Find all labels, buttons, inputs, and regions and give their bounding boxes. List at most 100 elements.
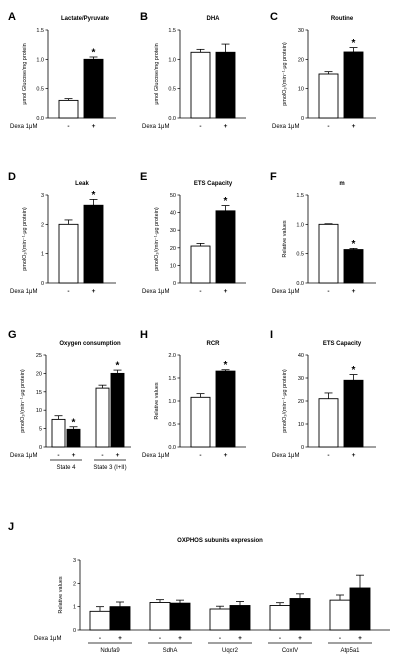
bar (51, 418, 66, 448)
chart-title: DHA (207, 16, 221, 22)
significance-star: * (92, 190, 96, 201)
y-tick-label: 0 (301, 445, 304, 451)
panel-letter: J (8, 521, 14, 533)
x-tick-label: + (116, 452, 120, 459)
chart-title: m (339, 181, 344, 187)
bar (229, 605, 251, 631)
y-tick-label: 30 (170, 228, 176, 234)
bar (66, 428, 81, 448)
x-tick-label: + (92, 288, 96, 295)
dexa-label: Dexa 1μM (10, 124, 37, 130)
group-label: SdhA (163, 648, 178, 654)
y-tick-label: 1 (73, 605, 76, 611)
panel-letter: F (270, 171, 277, 183)
x-tick-label: + (178, 635, 182, 642)
chart-panel-a: A Lactate/Pyruvate 0.0 0.5 1.0 1.5 μmol Glucos… (8, 11, 116, 130)
y-tick-label: 0.0 (168, 116, 176, 122)
y-axis-label: μmol Glucose/mg protein (154, 43, 160, 104)
bar (318, 73, 339, 119)
y-axis-label: Relative values (58, 576, 64, 614)
y-tick-label: 1.5 (36, 28, 44, 34)
y-tick-label: 3 (73, 558, 76, 564)
x-tick-label: - (67, 288, 69, 295)
significance-star: * (352, 239, 356, 250)
y-tick-label: 20 (298, 57, 304, 63)
bar (95, 387, 110, 448)
y-tick-label: 2.0 (168, 353, 176, 359)
bar (215, 51, 236, 119)
x-tick-label: + (224, 288, 228, 295)
y-tick-label: 0.0 (36, 116, 44, 122)
panel-letter: B (140, 11, 148, 23)
chart-panel-c: C Routine 0 10 20 30 pmolO₂/(min⁻¹·μg protein)… (270, 11, 376, 130)
bar (343, 379, 364, 448)
y-axis-label: pmolO₂/(min⁻¹·μg protein) (282, 42, 288, 106)
bar (343, 249, 364, 284)
y-tick-label: 25 (36, 353, 42, 359)
significance-star: * (72, 417, 76, 428)
panel-letter: C (270, 11, 278, 23)
bar (190, 245, 211, 284)
y-axis-label: Relative values (282, 220, 288, 258)
y-tick-label: 0.5 (36, 87, 44, 93)
y-tick-label: 50 (170, 193, 176, 199)
chart-title: Leak (75, 181, 89, 187)
y-tick-label: 0 (173, 281, 176, 287)
bar (89, 610, 111, 631)
bar (215, 210, 236, 284)
y-axis-label: pmolO₂/(min⁻¹·μg protein) (154, 207, 160, 271)
chart-panel-b: B DHA 0.0 0.5 1.0 1.5 μmol Glucose/mg protein -… (140, 11, 246, 130)
x-tick-label: + (298, 635, 302, 642)
y-tick-label: 10 (170, 263, 176, 269)
chart-title: Lactate/Pyruvate (61, 16, 110, 22)
y-tick-label: 1.0 (36, 57, 44, 63)
y-tick-label: 1.0 (168, 399, 176, 405)
significance-star: * (224, 360, 228, 371)
x-tick-label: + (352, 123, 356, 130)
x-tick-label: - (199, 288, 201, 295)
chart-panel-f: Fm 0.0 0.5 1.0 1.5 Relative values - * + Dexa 1μM (270, 171, 376, 295)
y-tick-label: 0.5 (168, 422, 176, 428)
bar (110, 372, 125, 448)
bar (83, 204, 104, 284)
panel-letter: I (270, 329, 273, 341)
x-tick-label: - (327, 452, 329, 459)
bar (109, 606, 131, 631)
bar (58, 99, 79, 119)
panel-letter: D (8, 171, 16, 183)
y-tick-label: 20 (298, 399, 304, 405)
x-tick-label: - (219, 635, 221, 642)
chart-title: ETS Capacity (194, 181, 233, 187)
y-tick-label: 15 (36, 390, 42, 396)
dexa-label: Dexa 1μM (142, 289, 169, 295)
chart-title: ETS Capacity (323, 341, 362, 347)
x-tick-label: - (159, 635, 161, 642)
chart-title: RCR (207, 341, 221, 347)
y-tick-label: 0 (73, 628, 76, 634)
y-tick-label: 5 (39, 427, 42, 433)
group-label: CoxIV (282, 648, 298, 654)
bar (190, 396, 211, 448)
bar (349, 587, 371, 631)
bar (58, 223, 79, 284)
y-tick-label: 20 (170, 246, 176, 252)
bar (83, 58, 104, 119)
bar (190, 51, 211, 119)
group-label: State 4 (56, 465, 76, 471)
y-tick-label: 40 (298, 353, 304, 359)
x-tick-label: + (358, 635, 362, 642)
significance-star: * (116, 361, 120, 372)
y-tick-label: 20 (36, 371, 42, 377)
y-tick-label: 0.5 (168, 87, 176, 93)
bar (269, 605, 291, 631)
x-tick-label: - (199, 452, 201, 459)
x-tick-label: + (224, 123, 228, 130)
y-tick-label: 40 (170, 211, 176, 217)
significance-star: * (224, 196, 228, 207)
y-tick-label: 10 (36, 408, 42, 414)
y-axis-label: pmolO₂/(min⁻¹·μg protein) (22, 207, 28, 271)
x-tick-label: - (57, 452, 59, 459)
x-tick-label: - (327, 123, 329, 130)
x-tick-label: - (327, 288, 329, 295)
chart-panel-h: H RCR 0.0 0.5 1.0 1.5 2.0 Relative values - * + Dex… (140, 329, 246, 459)
